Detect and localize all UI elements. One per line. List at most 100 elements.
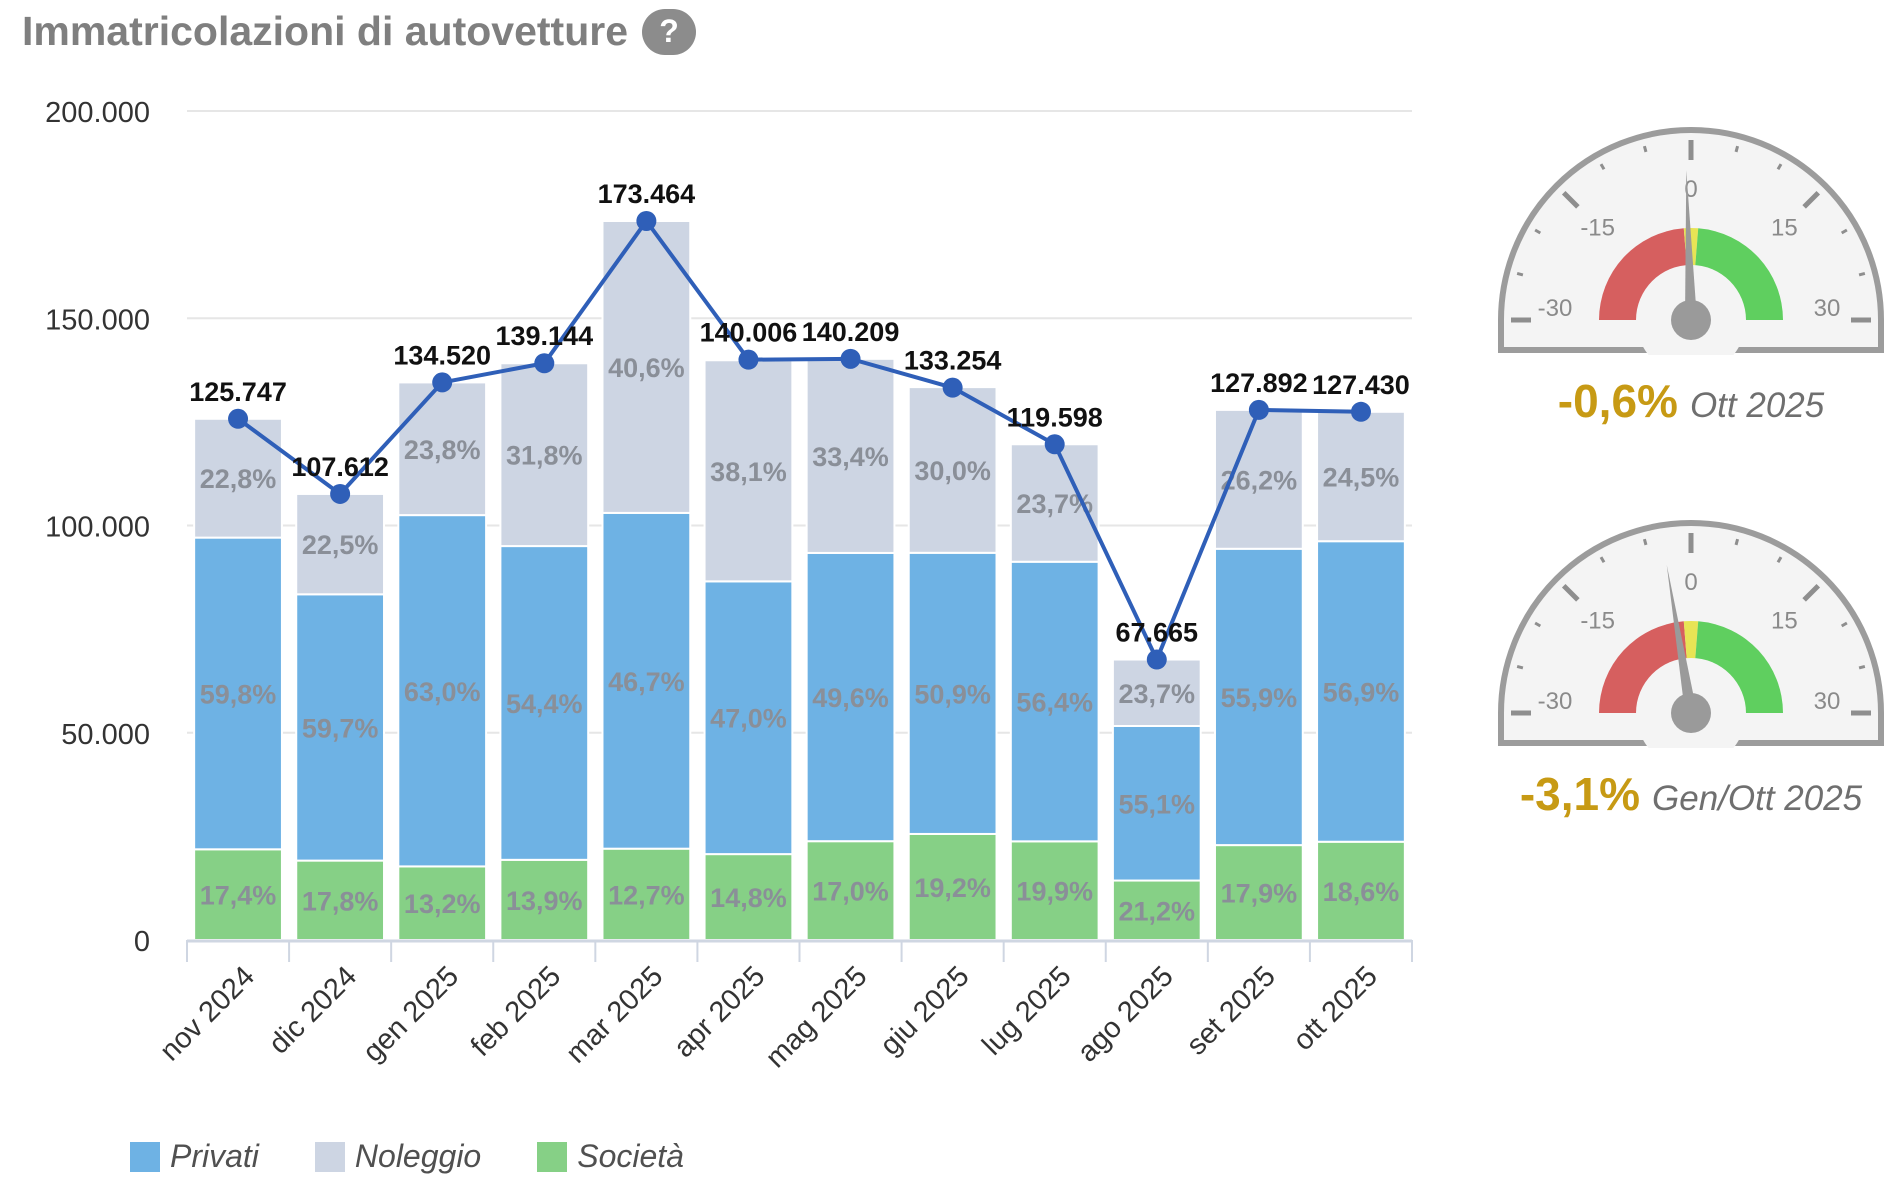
totals-label: 139.144 bbox=[495, 321, 593, 351]
legend-label-privati: Privati bbox=[170, 1138, 259, 1174]
ytd-change-caption: -3,1% Gen/Ott 2025 bbox=[1491, 767, 1891, 821]
gauge-tick bbox=[1840, 621, 1848, 628]
bar-segment bbox=[397, 381, 488, 517]
totals-label: 140.209 bbox=[802, 317, 900, 347]
totals-point bbox=[228, 408, 249, 429]
bar-segment bbox=[499, 545, 590, 861]
gauge-tick bbox=[1734, 538, 1740, 546]
gauge-tick bbox=[1858, 271, 1866, 277]
gauge-tick bbox=[1516, 271, 1524, 277]
gauge-needle bbox=[1666, 564, 1697, 714]
segment-label: 30,0% bbox=[914, 456, 991, 486]
segment-label: 59,7% bbox=[302, 713, 379, 743]
legend-swatch-societa bbox=[537, 1141, 568, 1172]
gauge-tick-label: -15 bbox=[1580, 215, 1615, 242]
totals-point bbox=[1044, 434, 1065, 455]
bar-segment bbox=[703, 580, 794, 856]
legend-item-noleggio[interactable]: Noleggio bbox=[314, 1138, 481, 1175]
totals-point bbox=[738, 349, 759, 370]
totals-label: 119.598 bbox=[1007, 402, 1103, 432]
totals-label: 107.612 bbox=[291, 452, 389, 482]
totals-label: 173.464 bbox=[598, 179, 696, 209]
gauge-tick bbox=[1802, 583, 1821, 602]
segment-label: 17,8% bbox=[302, 886, 379, 916]
bar-segment bbox=[1316, 410, 1406, 543]
totals-label: 140.006 bbox=[700, 318, 798, 348]
segment-label: 21,2% bbox=[1119, 896, 1196, 926]
segment-label: 46,7% bbox=[608, 667, 685, 697]
bar-segment bbox=[601, 219, 692, 514]
totals-point bbox=[942, 377, 963, 398]
segment-label: 59,8% bbox=[200, 679, 277, 709]
segment-label: 55,9% bbox=[1221, 683, 1298, 713]
bar-segment bbox=[601, 511, 692, 850]
y-tick-label: 50.000 bbox=[61, 719, 150, 751]
bar-segment bbox=[805, 551, 896, 843]
x-tick-label: apr 2025 bbox=[668, 960, 772, 1064]
totals-line bbox=[236, 217, 1361, 665]
help-icon[interactable]: ? bbox=[642, 8, 696, 55]
totals-point bbox=[432, 372, 453, 393]
segment-label: 17,0% bbox=[812, 877, 889, 907]
totals-label: 134.520 bbox=[393, 340, 491, 370]
gauge-tick bbox=[1599, 163, 1606, 171]
bar-segment bbox=[499, 362, 590, 548]
segment-label: 13,2% bbox=[404, 889, 481, 919]
x-tick-label: ott 2025 bbox=[1287, 960, 1384, 1057]
gauge-tick-label: 30 bbox=[1814, 295, 1841, 322]
y-tick-label: 150.000 bbox=[45, 304, 150, 336]
legend-item-privati[interactable]: Privati bbox=[130, 1138, 259, 1175]
bar-segment bbox=[907, 386, 998, 554]
y-tick-label: 0 bbox=[134, 926, 150, 958]
monthly-change-caption: -0,6% Ott 2025 bbox=[1491, 374, 1891, 428]
segment-label: 63,0% bbox=[404, 677, 481, 707]
segment-label: 13,9% bbox=[506, 886, 583, 916]
segment-label: 49,6% bbox=[812, 683, 889, 713]
gauge-tick bbox=[1840, 228, 1848, 235]
legend-label-societa: Società bbox=[577, 1138, 684, 1174]
gauge-tick bbox=[1734, 145, 1740, 153]
legend-swatch-noleggio bbox=[314, 1141, 345, 1172]
gauge-tick bbox=[1642, 145, 1648, 153]
ytd-change-period: Gen/Ott 2025 bbox=[1652, 779, 1863, 818]
gauge-needle-hub bbox=[1671, 693, 1711, 733]
x-tick-label: giu 2025 bbox=[874, 960, 975, 1061]
segment-label: 23,7% bbox=[1119, 679, 1196, 709]
segment-label: 47,0% bbox=[710, 704, 787, 734]
x-tick-label: mag 2025 bbox=[760, 960, 874, 1074]
segment-label: 55,1% bbox=[1119, 789, 1196, 819]
totals-point bbox=[1146, 649, 1167, 670]
ytd-change-gauge: -30 -15 0 15 30 bbox=[1498, 520, 1884, 748]
gauge-tick bbox=[1534, 228, 1542, 235]
x-tick-label: dic 2024 bbox=[263, 960, 363, 1060]
bar-segment bbox=[499, 858, 590, 941]
totals-label: 127.430 bbox=[1312, 370, 1410, 400]
legend: Privati Noleggio Società bbox=[130, 1138, 740, 1175]
segment-label: 56,4% bbox=[1016, 688, 1093, 718]
totals-label: 127.892 bbox=[1210, 368, 1308, 398]
gauge-tick bbox=[1534, 621, 1542, 628]
gauge-tick bbox=[1599, 556, 1606, 564]
segment-label: 17,9% bbox=[1221, 879, 1298, 909]
legend-swatch-privati bbox=[130, 1141, 160, 1172]
segment-label: 40,6% bbox=[608, 353, 685, 383]
gauge-tick bbox=[1858, 664, 1866, 670]
x-tick-label: gen 2025 bbox=[357, 960, 465, 1068]
monthly-change-value: -0,6% bbox=[1557, 375, 1678, 427]
segment-label: 23,8% bbox=[404, 435, 481, 465]
bar-segment bbox=[703, 359, 794, 583]
totals-point bbox=[840, 348, 861, 369]
segment-label: 24,5% bbox=[1323, 463, 1400, 493]
bar-segment bbox=[397, 865, 488, 941]
legend-item-societa[interactable]: Società bbox=[537, 1138, 684, 1175]
segment-label: 50,9% bbox=[914, 679, 991, 709]
totals-point bbox=[1350, 401, 1371, 422]
gauge-needle-hub bbox=[1671, 300, 1711, 340]
bar-segment bbox=[1009, 560, 1100, 843]
bar-segment bbox=[601, 847, 692, 942]
segment-label: 18,6% bbox=[1323, 877, 1400, 907]
bar-segment bbox=[193, 848, 283, 941]
segment-label: 54,4% bbox=[506, 689, 583, 719]
x-tick-label: lug 2025 bbox=[976, 960, 1077, 1061]
segment-label: 19,9% bbox=[1016, 877, 1093, 907]
